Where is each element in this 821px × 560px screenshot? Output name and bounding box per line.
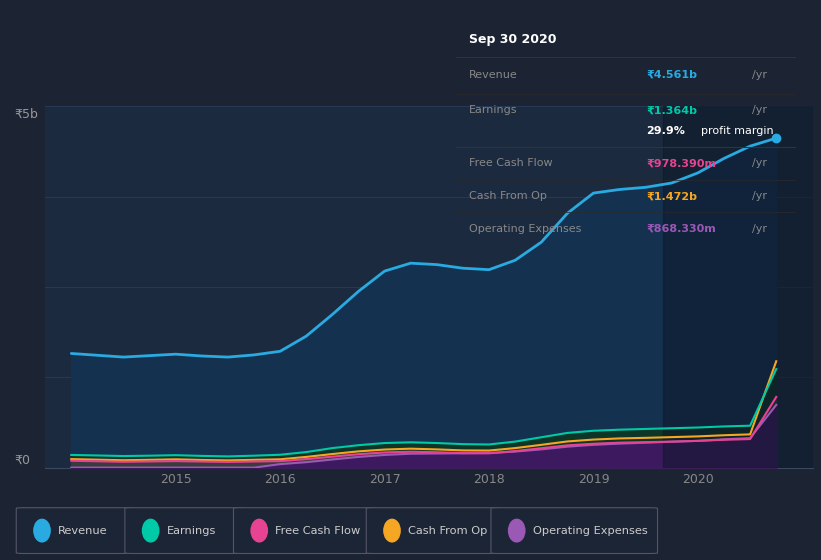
FancyBboxPatch shape <box>16 508 135 553</box>
Ellipse shape <box>33 519 51 543</box>
Text: Revenue: Revenue <box>470 69 518 80</box>
Text: /yr: /yr <box>752 158 767 169</box>
Text: ₹4.561b: ₹4.561b <box>646 69 698 80</box>
Text: Revenue: Revenue <box>58 526 108 535</box>
Text: ₹868.330m: ₹868.330m <box>646 224 716 234</box>
Text: ₹5b: ₹5b <box>15 108 39 122</box>
Text: profit margin: profit margin <box>701 125 773 136</box>
Text: Sep 30 2020: Sep 30 2020 <box>470 33 557 46</box>
Text: ₹1.472b: ₹1.472b <box>646 192 698 201</box>
Text: Earnings: Earnings <box>470 105 518 115</box>
Ellipse shape <box>142 519 159 543</box>
Text: Free Cash Flow: Free Cash Flow <box>470 158 553 169</box>
Text: Cash From Op: Cash From Op <box>470 192 547 201</box>
Text: ₹978.390m: ₹978.390m <box>646 158 717 169</box>
Text: ₹1.364b: ₹1.364b <box>646 105 698 115</box>
Text: 29.9%: 29.9% <box>646 125 686 136</box>
Ellipse shape <box>250 519 268 543</box>
Bar <box>663 106 813 468</box>
Text: Free Cash Flow: Free Cash Flow <box>275 526 360 535</box>
Text: /yr: /yr <box>752 224 767 234</box>
Text: /yr: /yr <box>752 105 767 115</box>
Text: /yr: /yr <box>752 69 767 80</box>
FancyBboxPatch shape <box>366 508 501 553</box>
Text: /yr: /yr <box>752 192 767 201</box>
FancyBboxPatch shape <box>491 508 658 553</box>
FancyBboxPatch shape <box>233 508 376 553</box>
Text: Operating Expenses: Operating Expenses <box>470 224 581 234</box>
Ellipse shape <box>508 519 525 543</box>
Text: Operating Expenses: Operating Expenses <box>533 526 648 535</box>
Ellipse shape <box>383 519 401 543</box>
Text: ₹0: ₹0 <box>15 454 30 467</box>
FancyBboxPatch shape <box>125 508 243 553</box>
Text: Cash From Op: Cash From Op <box>408 526 488 535</box>
Text: Earnings: Earnings <box>167 526 216 535</box>
